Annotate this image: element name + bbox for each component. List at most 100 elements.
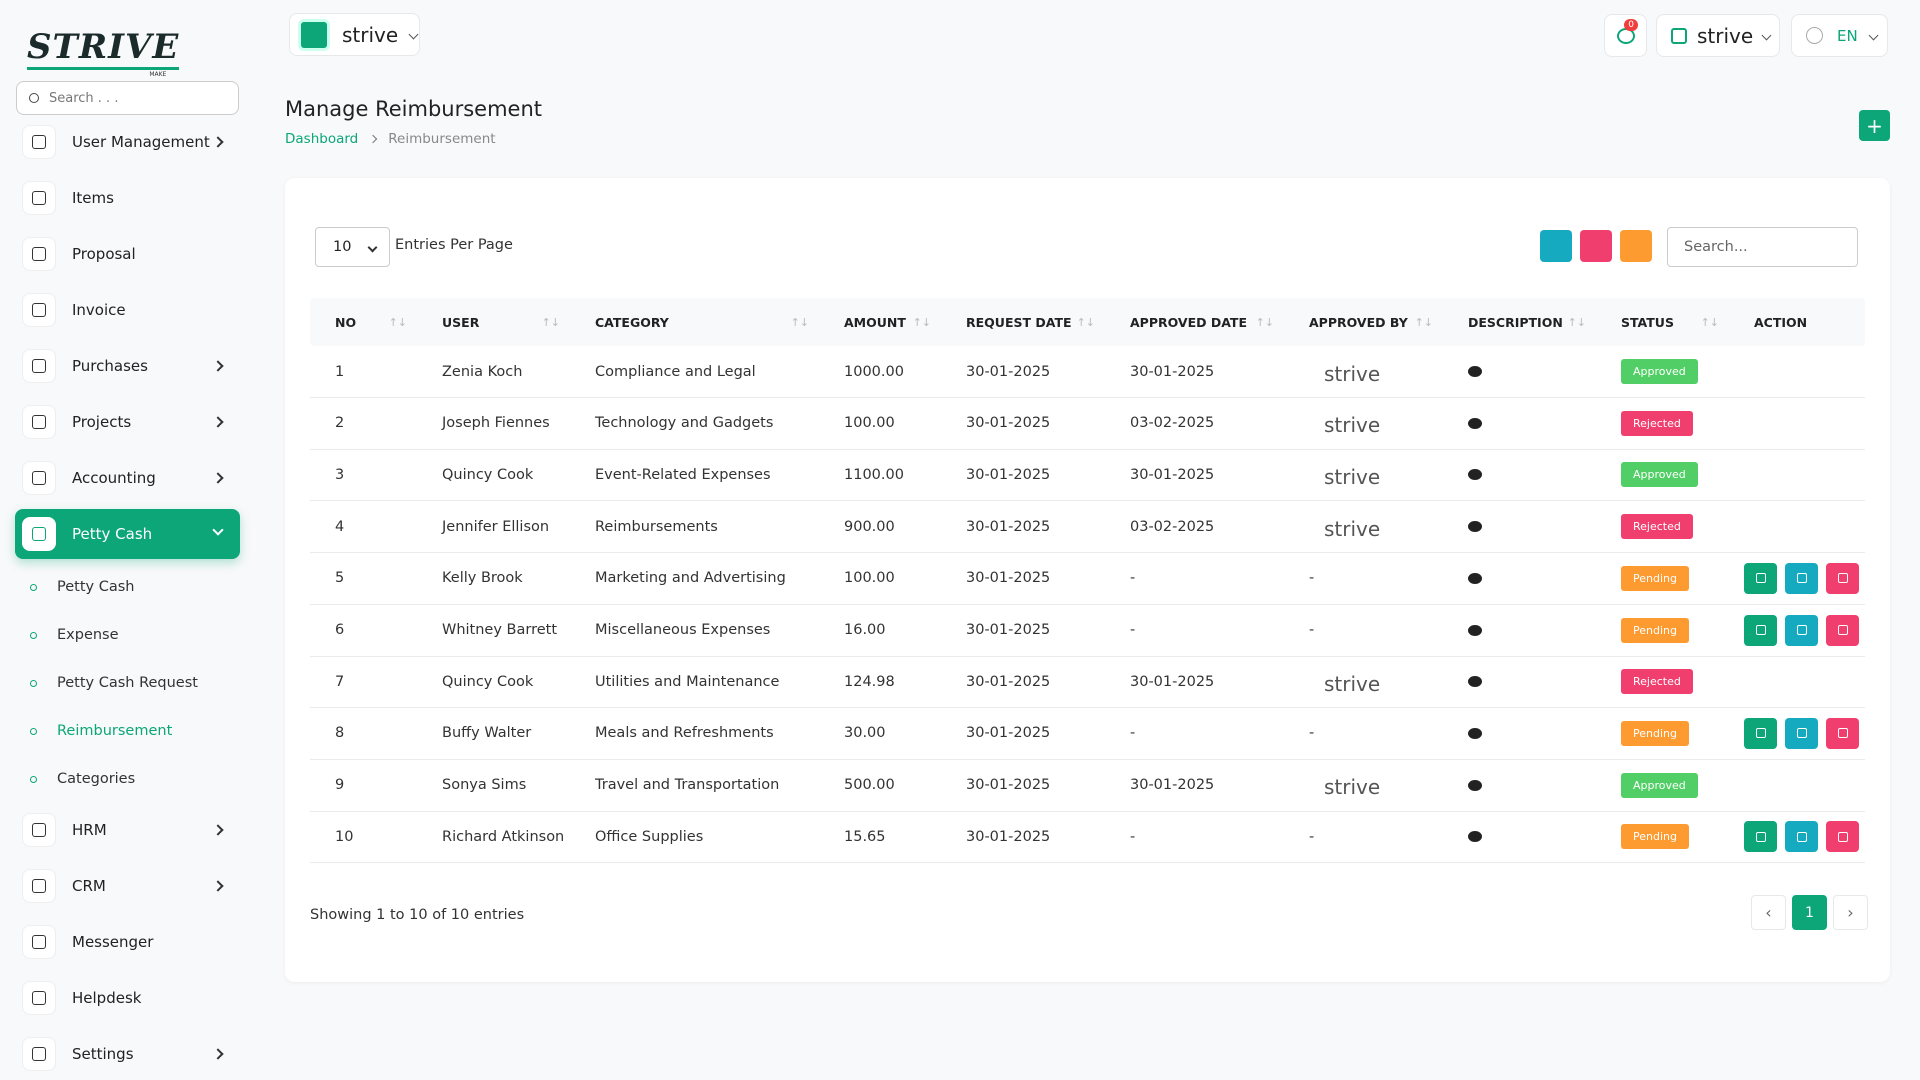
menu-item[interactable]: User Management xyxy=(15,117,240,167)
view-button[interactable] xyxy=(1744,614,1777,646)
download-button[interactable] xyxy=(1540,230,1572,262)
menu-item[interactable]: CRM xyxy=(15,861,240,911)
no-cell: 10 xyxy=(335,828,354,845)
column-header[interactable]: AMOUNT ↑↓ xyxy=(844,314,931,330)
column-header[interactable]: USER ↑↓ xyxy=(442,314,560,330)
icon-glyph xyxy=(32,303,46,317)
menu-item[interactable]: Items xyxy=(15,173,240,223)
edit-button[interactable] xyxy=(1785,821,1818,853)
user-cell: Whitney Barrett xyxy=(442,622,558,638)
no-cell: 1 xyxy=(335,363,345,380)
prev-page[interactable]: ‹ xyxy=(1751,895,1786,930)
undo-button[interactable] xyxy=(1580,230,1612,262)
menu-icon xyxy=(22,125,56,159)
description-icon[interactable] xyxy=(1468,417,1482,429)
menu-item[interactable]: Petty Cash xyxy=(15,509,240,559)
menu-icon xyxy=(22,237,56,271)
entries-select[interactable]: 10 xyxy=(315,227,390,267)
sidebar-search[interactable]: Search . . . xyxy=(16,81,239,115)
table-row: 3 Quincy Cook Event-Related Expenses 1100.0… xyxy=(310,449,1865,502)
delete-button[interactable] xyxy=(1826,562,1859,594)
messages-button[interactable]: 0 xyxy=(1604,14,1647,57)
delete-button[interactable] xyxy=(1826,717,1859,749)
page-button[interactable]: 1 xyxy=(1792,895,1827,930)
column-header[interactable]: APPROVED BY ↑↓ xyxy=(1309,314,1433,330)
no-cell: 5 xyxy=(335,570,345,587)
logo[interactable]: STRIVE MAKE xyxy=(27,26,180,78)
description-icon[interactable] xyxy=(1468,779,1482,791)
menu-label: Proposal xyxy=(72,245,136,263)
user-icon xyxy=(1671,27,1687,44)
breadcrumb: Dashboard Reimbursement xyxy=(285,131,496,147)
description-icon[interactable] xyxy=(1468,727,1482,739)
status-cell: Pending xyxy=(1621,811,1689,862)
view-button[interactable] xyxy=(1744,717,1777,749)
workspace-switcher[interactable]: strive xyxy=(289,13,420,56)
chevron xyxy=(1868,30,1879,41)
no-cell: 9 xyxy=(335,777,345,794)
category-cell: Compliance and Legal xyxy=(595,363,756,380)
description-icon[interactable] xyxy=(1468,572,1482,584)
request-date-cell: 30-01-2025 xyxy=(966,518,1051,535)
edit-button[interactable] xyxy=(1785,717,1818,749)
description-icon[interactable] xyxy=(1468,831,1482,843)
menu-item[interactable]: Purchases xyxy=(15,341,240,391)
menu-item[interactable]: HRM xyxy=(15,805,240,855)
description-icon[interactable] xyxy=(1468,366,1482,377)
user-menu[interactable]: strive xyxy=(1656,14,1780,57)
menu-item[interactable]: Messenger xyxy=(15,917,240,967)
button-icon xyxy=(1796,625,1807,635)
description-icon[interactable] xyxy=(1468,676,1482,688)
add-button[interactable]: + xyxy=(1859,110,1890,141)
description-cell xyxy=(1468,398,1482,449)
chevron xyxy=(212,416,224,428)
table-header: NO ↑↓ USER ↑↓ CATEGORY ↑↓ AMOUNT ↑↓ REQUEST DATE… xyxy=(310,298,1865,346)
chevron xyxy=(212,360,224,372)
view-button[interactable] xyxy=(1744,562,1777,594)
column-header[interactable]: DESCRIPTION ↑↓ xyxy=(1468,314,1586,330)
icon-glyph xyxy=(32,1047,46,1061)
menu-item[interactable]: Invoice xyxy=(15,285,240,335)
menu-item[interactable]: Accounting xyxy=(15,453,240,503)
menu-item[interactable]: Proposal xyxy=(15,229,240,279)
next-page[interactable]: › xyxy=(1833,895,1868,930)
approved-by-cell: strive xyxy=(1324,361,1381,386)
logo-text: STRIVE xyxy=(27,27,180,70)
submenu-item[interactable]: Expense xyxy=(30,611,119,659)
column-header[interactable]: NO ↑↓ xyxy=(335,314,407,330)
column-header[interactable]: CATEGORY ↑↓ xyxy=(595,314,809,330)
description-icon[interactable] xyxy=(1468,624,1482,636)
delete-button[interactable] xyxy=(1826,614,1859,646)
approved-date-cell: - xyxy=(1130,570,1136,587)
menu-item[interactable]: Helpdesk xyxy=(15,973,240,1023)
description-icon[interactable] xyxy=(1468,521,1482,533)
description-icon[interactable] xyxy=(1468,469,1482,481)
chevron xyxy=(212,136,224,148)
category-cell: Technology and Gadgets xyxy=(595,415,774,432)
submenu-item[interactable]: Petty Cash Request xyxy=(30,659,198,707)
refresh-button[interactable] xyxy=(1620,230,1652,262)
menu-item[interactable]: Projects xyxy=(15,397,240,447)
column-header[interactable]: APPROVED DATE ↑↓ xyxy=(1130,314,1274,330)
action-cell xyxy=(1744,605,1867,656)
amount-cell: 30.00 xyxy=(844,725,886,742)
sort-icon: ↑↓ xyxy=(1414,315,1433,329)
submenu-item[interactable]: Categories xyxy=(30,755,135,803)
edit-button[interactable] xyxy=(1785,614,1818,646)
submenu-item[interactable]: Reimbursement xyxy=(30,707,172,755)
table-search[interactable]: Search... xyxy=(1667,227,1858,267)
submenu-item[interactable]: Petty Cash xyxy=(30,563,134,611)
view-button[interactable] xyxy=(1744,821,1777,853)
icon-glyph xyxy=(32,935,46,949)
column-header[interactable]: STATUS ↑↓ xyxy=(1621,314,1719,330)
breadcrumb-link[interactable]: Dashboard xyxy=(285,131,359,147)
delete-button[interactable] xyxy=(1826,821,1859,853)
action-cell xyxy=(1744,811,1867,862)
user-cell: Sonya Sims xyxy=(442,777,527,794)
menu-item[interactable]: Settings xyxy=(15,1029,240,1079)
status-cell: Pending xyxy=(1621,605,1689,656)
edit-button[interactable] xyxy=(1785,562,1818,594)
language-menu[interactable]: EN xyxy=(1791,14,1888,57)
column-header[interactable]: REQUEST DATE ↑↓ xyxy=(966,314,1095,330)
